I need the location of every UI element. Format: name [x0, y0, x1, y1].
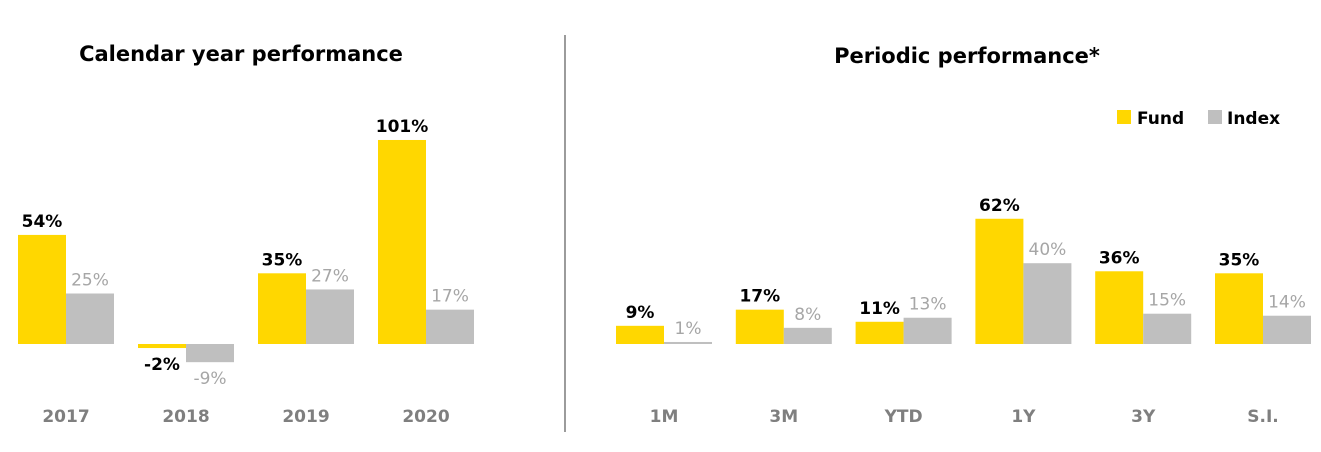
bar-index-s-i — [1263, 315, 1311, 344]
data-label-fund-2020: 101% — [376, 117, 429, 137]
data-label-index-1y: 40% — [1029, 240, 1067, 260]
data-label-fund-1m: 9% — [626, 303, 655, 323]
legend-index-label: Index — [1227, 109, 1280, 129]
bar-fund-2018 — [138, 344, 186, 349]
data-label-fund-2017: 54% — [22, 212, 63, 232]
data-label-fund-s-i: 35% — [1219, 250, 1260, 270]
data-label-fund-1y: 62% — [979, 196, 1020, 216]
bar-index-2020 — [426, 309, 474, 344]
category-label-3y: 3Y — [1131, 407, 1156, 427]
bar-fund-3m — [735, 309, 784, 344]
data-label-fund-2019: 35% — [262, 250, 303, 270]
data-label-fund-3m: 17% — [739, 287, 780, 307]
category-label-3m: 3M — [769, 407, 798, 427]
data-label-index-ytd: 13% — [909, 295, 947, 315]
calendar-year-chart: Calendar year performance 54% 25% 2017 -2%-… — [18, 42, 474, 427]
periodic-performance-chart: Periodic performance* 9% 1% 1M 17% 8% 3M 11% 13… — [616, 44, 1311, 427]
bar-index-1y — [1023, 263, 1072, 344]
data-label-index-1m: 1% — [675, 319, 702, 339]
chart-title-calendar-year: Calendar year performance — [79, 42, 403, 66]
chart-title-periodic: Periodic performance* — [834, 44, 1100, 68]
data-label-fund-ytd: 11% — [859, 299, 900, 319]
bar-fund-2019 — [258, 273, 306, 344]
data-label-fund-2018: -2% — [144, 355, 180, 375]
bar-index-2017 — [66, 293, 114, 344]
category-label-1y: 1Y — [1011, 407, 1036, 427]
bar-fund-2020 — [378, 139, 426, 344]
bar-fund-1y — [975, 218, 1024, 344]
bar-index-3m — [783, 327, 832, 344]
calendar-year-bars: 54% 25% 2017 -2% -9% 2018 35% 27% 2019 101% 17% 202… — [18, 117, 474, 427]
legend-fund-label: Fund — [1137, 109, 1184, 129]
data-label-index-2020: 17% — [431, 287, 469, 307]
legend-index-swatch — [1208, 110, 1222, 124]
category-label-s-i: S.I. — [1247, 407, 1279, 427]
category-label-2018: 2018 — [162, 407, 209, 427]
category-label-ytd: YTD — [884, 407, 923, 427]
category-label-2017: 2017 — [42, 407, 89, 427]
data-label-index-3y: 15% — [1148, 291, 1186, 311]
legend-fund-swatch — [1117, 110, 1131, 124]
category-label-2020: 2020 — [402, 407, 449, 427]
bar-fund-1m — [616, 325, 664, 344]
bar-fund-3y — [1095, 271, 1144, 344]
bar-index-2019 — [306, 289, 354, 344]
bar-fund-s-i — [1215, 273, 1263, 344]
bar-index-ytd — [903, 317, 952, 344]
legend: Fund Index — [1117, 109, 1280, 129]
bar-index-3y — [1143, 313, 1192, 344]
periodic-bars: 9% 1% 1M 17% 8% 3M 11% 13% YTD 62% 40% 1Y 36% 15% 3Y 35… — [616, 196, 1311, 427]
bar-fund-ytd — [855, 321, 904, 344]
data-label-index-2018: -9% — [193, 369, 226, 389]
category-label-2019: 2019 — [282, 407, 329, 427]
category-label-1m: 1M — [650, 407, 679, 427]
data-label-index-s-i: 14% — [1268, 293, 1306, 313]
bar-fund-2017 — [18, 234, 66, 344]
bar-index-1m — [664, 341, 712, 344]
bar-index-2018 — [186, 344, 234, 363]
data-label-index-2017: 25% — [71, 271, 109, 291]
data-label-fund-3y: 36% — [1099, 248, 1140, 268]
data-label-index-2019: 27% — [311, 266, 349, 286]
data-label-index-3m: 8% — [794, 305, 821, 325]
